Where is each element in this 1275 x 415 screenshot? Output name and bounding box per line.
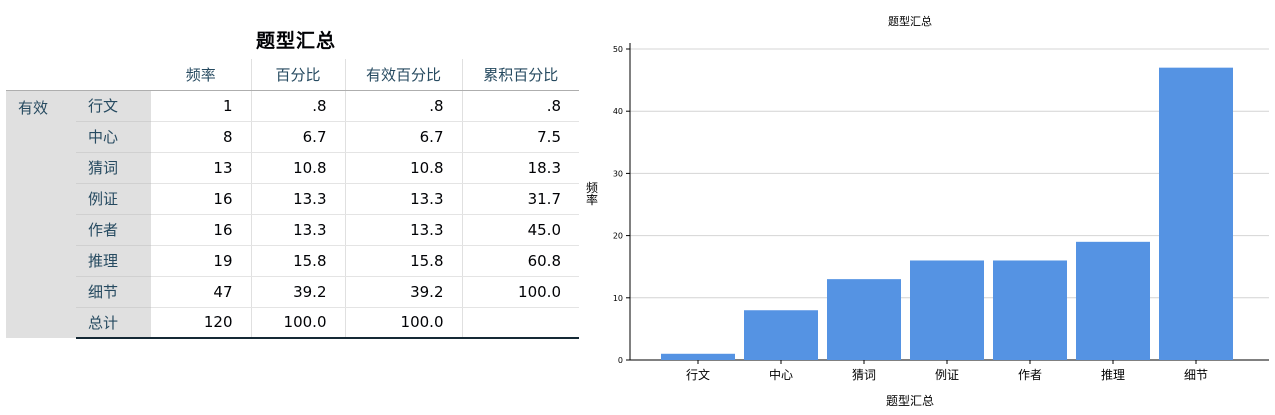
cell-valid-percent: .8: [344, 90, 462, 122]
table-row: 作者 16 13.3 13.3 45.0: [6, 214, 579, 246]
cell-frequency: 1: [151, 90, 251, 122]
row-category-label: 作者: [76, 214, 151, 246]
bar-3: [910, 260, 984, 360]
cell-frequency: 13: [151, 152, 251, 184]
frequency-table: 频率 百分比 有效百分比 累积百分比 有效 行文 1.8.8.8 中心 8 6.7 6.7 7…: [6, 59, 579, 339]
col-header-valid-percent: 有效百分比: [344, 59, 462, 91]
y-tick-label: 0: [618, 356, 623, 365]
bar-1: [744, 310, 818, 360]
cell-valid-percent: 39.2: [344, 276, 462, 308]
row-category-label: 中心: [76, 121, 151, 153]
cell-valid-percent: 13.3: [344, 214, 462, 246]
table-title: 题型汇总: [255, 30, 336, 52]
bar-2: [827, 279, 901, 360]
y-tick-label: 30: [613, 169, 623, 178]
table-row: 总计 120 100.0 100.0: [6, 307, 579, 339]
bar-4: [993, 260, 1067, 360]
cell-valid-percent: 13.3: [344, 183, 462, 215]
x-tick-label: 例证: [935, 368, 959, 382]
cell-percent: 6.7: [250, 121, 345, 153]
header-blank: [6, 59, 76, 91]
cell-valid-percent: 15.8: [344, 245, 462, 277]
cell-percent: 13.3: [250, 214, 345, 246]
cell-frequency: 16: [151, 214, 251, 246]
cell-valid-percent: 6.7: [344, 121, 462, 153]
cell-cumulative-percent: 31.7: [461, 183, 579, 215]
cell-valid-percent: 10.8: [344, 152, 462, 184]
x-tick-label: 中心: [769, 367, 793, 382]
cell-frequency: 16: [151, 183, 251, 215]
x-tick-label: 作者: [1018, 368, 1042, 382]
cell-percent: 15.8: [250, 245, 345, 277]
y-tick-label: 50: [613, 45, 623, 54]
table-row: 例证 16 13.3 13.3 31.7: [6, 183, 579, 215]
table-row: 推理 19 15.8 15.8 60.8: [6, 245, 579, 277]
bar-0: [661, 353, 735, 360]
table-row: 有效 行文 1.8.8.8: [6, 90, 579, 338]
cell-cumulative-percent: .8: [461, 90, 579, 122]
row-category-label: 推理: [76, 245, 151, 277]
y-tick-label: 40: [613, 107, 623, 116]
table-row: 细节 47 39.2 39.2 100.0: [6, 276, 579, 308]
y-axis-label-char: 频: [586, 181, 598, 195]
cell-frequency: 8: [151, 121, 251, 153]
bar-chart: 题型汇总 0 10 20 30 40 50 行文 中心 猜词 例证 作者 推理 细节 题型汇总 频率: [586, 14, 1269, 408]
cell-frequency: 47: [151, 276, 251, 308]
table-row: 中心 8 6.7 6.7 7.5: [6, 121, 579, 153]
x-tick-label: 推理: [1101, 368, 1125, 382]
table-header-row: 频率 百分比 有效百分比 累积百分比: [6, 59, 579, 91]
cell-valid-percent: 100.0: [344, 307, 462, 339]
cell-percent: .8: [250, 90, 345, 122]
row-category-label: 例证: [76, 183, 151, 215]
row-category-label: 细节: [76, 276, 151, 308]
y-axis-label: 频率: [586, 181, 598, 207]
col-header-percent: 百分比: [250, 59, 345, 91]
row-category-label: 总计: [76, 307, 151, 339]
table-row: 猜词 13 10.8 10.8 18.3: [6, 152, 579, 184]
bar-6: [1159, 67, 1233, 360]
chart-title: 题型汇总: [888, 14, 932, 28]
y-tick-label: 10: [613, 294, 623, 303]
header-blank: [76, 59, 151, 91]
col-header-frequency: 频率: [151, 59, 251, 91]
cell-cumulative-percent: 45.0: [461, 214, 579, 246]
x-tick-label: 猜词: [852, 368, 876, 382]
x-tick-label: 细节: [1184, 368, 1208, 382]
cell-cumulative-percent: [461, 307, 579, 339]
col-header-cumulative-percent: 累积百分比: [461, 59, 579, 91]
row-category-label: 行文: [76, 90, 151, 122]
cell-percent: 10.8: [250, 152, 345, 184]
cell-cumulative-percent: 18.3: [461, 152, 579, 184]
y-axis-label-char: 率: [586, 192, 598, 207]
y-tick-label: 20: [613, 232, 623, 241]
cell-cumulative-percent: 60.8: [461, 245, 579, 277]
cell-frequency: 19: [151, 245, 251, 277]
cell-cumulative-percent: 7.5: [461, 121, 579, 153]
cell-percent: 100.0: [250, 307, 345, 339]
cell-percent: 39.2: [250, 276, 345, 308]
frequency-table-panel: 题型汇总 频率 百分比 有效百分比 累积百分比 有效 行文 1.8.8.8 中心 8 6.…: [6, 0, 579, 360]
cell-percent: 13.3: [250, 183, 345, 215]
x-axis-label: 题型汇总: [886, 394, 934, 408]
cell-frequency: 120: [151, 307, 251, 339]
x-tick-label: 行文: [686, 367, 710, 382]
row-group-label: 有效: [6, 90, 76, 338]
cell-cumulative-percent: 100.0: [461, 276, 579, 308]
row-category-label: 猜词: [76, 152, 151, 184]
bar-5: [1076, 241, 1150, 360]
bar-chart-panel: 题型汇总 0 10 20 30 40 50 行文 中心 猜词 例证 作者 推理 细节 题型汇总 频率: [583, 0, 1275, 415]
